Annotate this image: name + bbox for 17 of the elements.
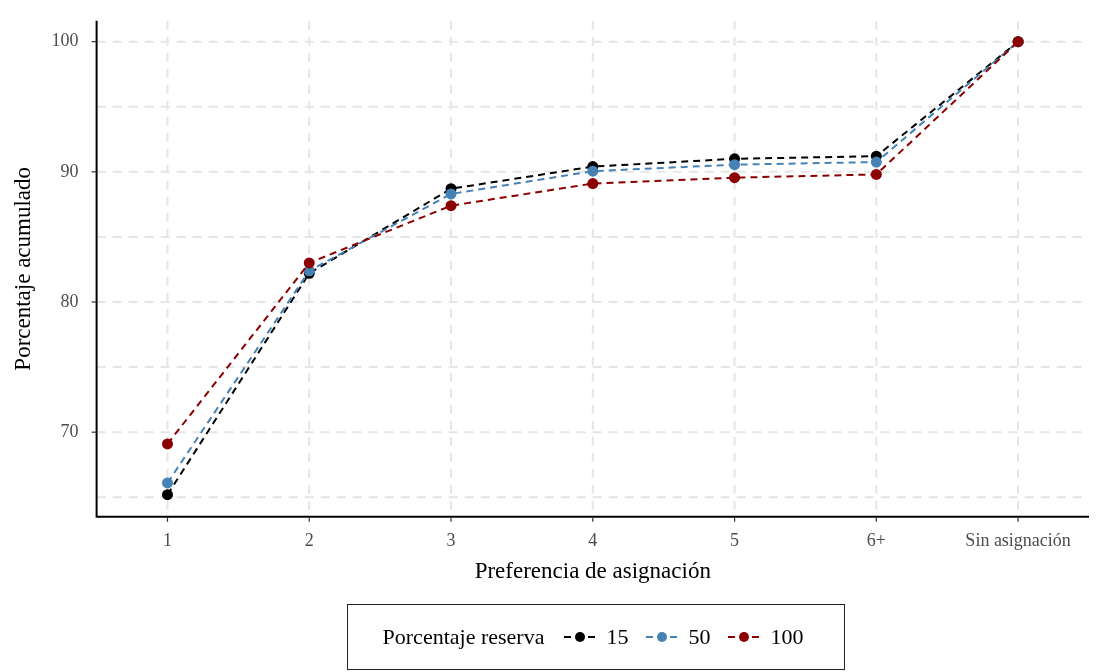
y-tick-label: 100: [51, 30, 79, 51]
y-tick-label: 80: [60, 290, 79, 311]
y-axis-title: Porcentaje acumulado: [9, 166, 35, 371]
legend-label: 15: [606, 624, 629, 650]
x-tick-label: 6+: [866, 530, 886, 551]
x-axis-title: Preferencia de asignación: [474, 558, 712, 584]
x-tick-label: 1: [162, 530, 172, 551]
x-tick-label: 4: [588, 530, 598, 551]
legend-title: Porcentaje reserva: [382, 624, 545, 650]
y-tick-label: 70: [60, 420, 79, 441]
x-tick-label: 5: [730, 530, 740, 551]
legend-label: 100: [770, 624, 804, 650]
y-tick-label: 90: [60, 160, 79, 181]
x-tick-label: Sin asignación: [965, 530, 1071, 551]
x-tick-label: 2: [304, 530, 314, 551]
legend-label: 50: [688, 624, 711, 650]
x-tick-label: 3: [446, 530, 456, 551]
